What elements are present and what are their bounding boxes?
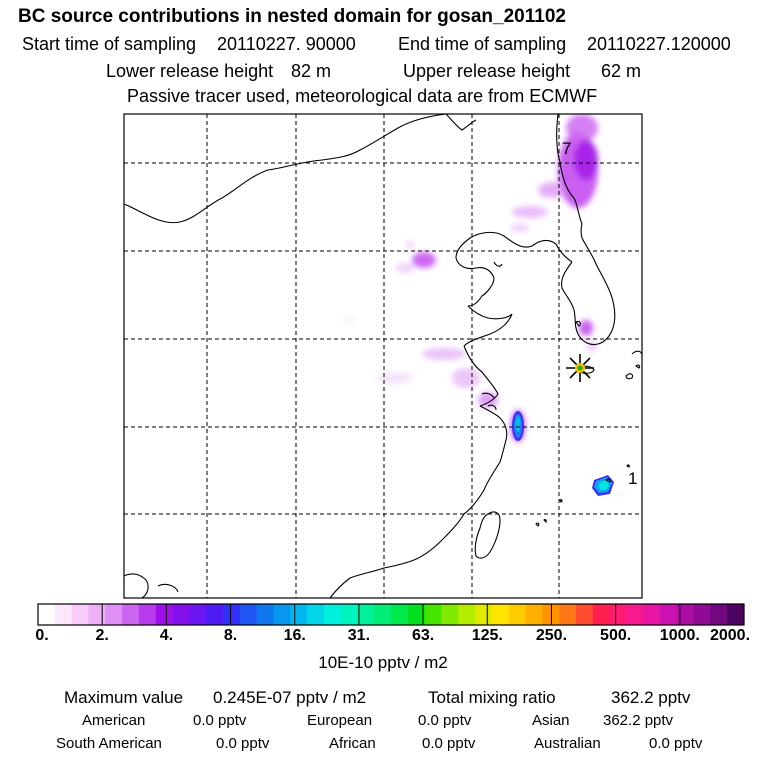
colorbar-cell [727, 604, 745, 625]
start-time-value: 20110227. 90000 [217, 34, 356, 54]
graticule [124, 114, 642, 598]
colorbar-cell [189, 604, 207, 625]
colorbar-cell [374, 604, 392, 625]
colorbar-cell [626, 604, 644, 625]
colorbar-cell [306, 604, 325, 625]
colorbar-cell [290, 604, 308, 625]
star-marker [566, 354, 594, 382]
region-name: American [82, 712, 146, 729]
colorbar-cell [155, 604, 173, 625]
lower-height-value: 82 m [291, 61, 332, 81]
colorbar-cell [693, 604, 711, 625]
upper-height-value: 62 m [601, 61, 642, 81]
colorbar-cell [491, 604, 510, 625]
colorbar-tick-label: 2. [95, 627, 109, 644]
colorbar-cell [458, 604, 476, 625]
colorbar-cell [508, 604, 526, 625]
colorbar [37, 603, 745, 626]
map-label-right: 1 [628, 469, 637, 488]
region-name: South American [56, 735, 162, 752]
colorbar-cell [273, 604, 291, 625]
lower-height-label: Lower release height [106, 61, 274, 81]
colorbar-cell [222, 604, 241, 625]
colorbar-cell [659, 604, 678, 625]
colorbar-cell [525, 604, 543, 625]
colorbar-cell [407, 604, 426, 625]
colorbar-cell [105, 604, 123, 625]
colorbar-tick-label: 2000. [709, 627, 751, 644]
map-label-top: 7 [562, 139, 571, 158]
colorbar-cell [138, 604, 157, 625]
colorbar-ticks [101, 604, 681, 625]
colorbar-cell [391, 604, 409, 625]
total-mixing-value: 362.2 pptv [611, 688, 691, 707]
colorbar-tick-label: 4. [159, 627, 174, 644]
colorbar-tick-label: 31. [347, 627, 371, 644]
colorbar-cell [54, 604, 73, 625]
colorbar-tick-label: 8. [223, 627, 238, 644]
region-value: 0.0 pptv [649, 735, 703, 752]
max-value: 0.245E-07 pptv / m2 [213, 688, 367, 707]
colorbar-cell [172, 604, 190, 625]
colorbar-tick-label: 500. [600, 627, 632, 644]
colorbar-cell [592, 604, 611, 625]
colorbar-cell [710, 604, 728, 625]
colorbar-cell [206, 604, 224, 625]
colorbar-tick-label: 250. [535, 627, 568, 644]
region-value: 0.0 pptv [193, 712, 247, 729]
region-name: Australian [534, 735, 601, 752]
colorbar-tick-label: 1000. [659, 627, 700, 644]
colorbar-cell [239, 604, 258, 625]
colorbar-cell [340, 604, 358, 625]
colorbar-cell [475, 604, 493, 625]
colorbar-cell [542, 604, 560, 625]
plot-title: BC source contributions in nested domain… [18, 6, 566, 27]
colorbar-tick-label: 16. [283, 627, 306, 644]
concentration-map: 7 1 [123, 113, 643, 599]
upper-height-label: Upper release height [403, 61, 571, 81]
colorbar-cell [559, 604, 577, 625]
colorbar-units: 10E-10 pptv / m2 [318, 653, 448, 672]
colorbar-frame [37, 603, 745, 626]
max-value-label: Maximum value [64, 688, 184, 707]
colorbar-cell [609, 604, 627, 625]
region-value: 362.2 pptv [603, 712, 674, 729]
end-time-label: End time of sampling [398, 34, 567, 54]
colorbar-tick-label: 0. [35, 627, 49, 644]
region-value: 0.0 pptv [422, 735, 476, 752]
region-value: 0.0 pptv [216, 735, 270, 752]
colorbar-cell [38, 604, 56, 625]
colorbar-cells [38, 604, 745, 625]
region-value: 0.0 pptv [418, 712, 472, 729]
map-frame [123, 113, 643, 599]
colorbar-cell [424, 604, 442, 625]
colorbar-tick-label: 63. [411, 627, 435, 644]
region-name: European [307, 712, 373, 729]
end-time-value: 20110227.120000 [587, 34, 731, 54]
colorbar-cell [643, 604, 661, 625]
colorbar-cell [323, 604, 342, 625]
region-name: Asian [532, 712, 570, 729]
colorbar-cell [357, 604, 375, 625]
region-name: African [329, 735, 376, 752]
colorbar-cell [441, 604, 459, 625]
colorbar-tick-label: 125. [471, 627, 503, 644]
start-time-label: Start time of sampling [22, 34, 197, 54]
colorbar-cell [256, 604, 274, 625]
colorbar-cell [122, 604, 140, 625]
colorbar-cell [676, 604, 695, 625]
colorbar-cell [71, 604, 89, 625]
total-mixing-label: Total mixing ratio [428, 688, 556, 707]
colorbar-cell [575, 604, 594, 625]
tracer-note: Passive tracer used, meteorological data… [127, 86, 598, 106]
colorbar-cell [88, 604, 106, 625]
